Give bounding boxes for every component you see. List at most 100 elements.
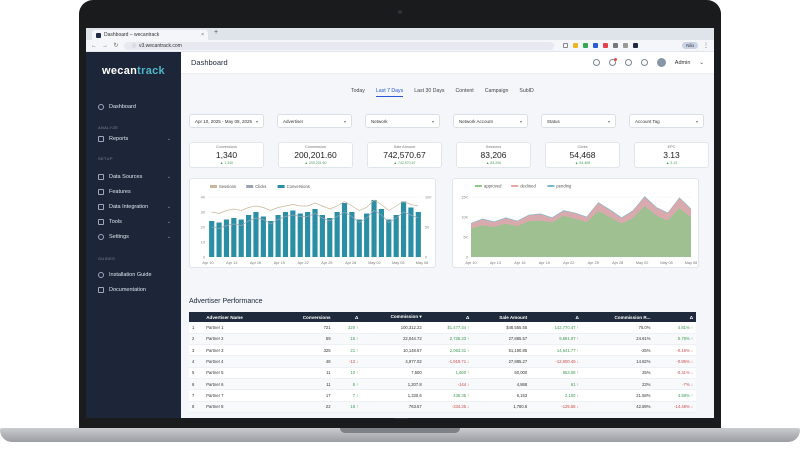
sidebar-item-documentation[interactable]: Documentation bbox=[86, 283, 181, 297]
extension-icon[interactable] bbox=[593, 43, 598, 48]
kpi-label: EPC bbox=[667, 145, 676, 149]
notification-icon[interactable] bbox=[608, 58, 617, 66]
table-cell: 763.57 bbox=[361, 401, 425, 413]
table-cell: 1,660 ↑ bbox=[424, 367, 473, 379]
bar bbox=[268, 221, 274, 257]
line-approved bbox=[470, 206, 692, 230]
network-account-select[interactable]: Network Account ▾ bbox=[453, 114, 528, 128]
sidebar-section-analyze: ANALYZE bbox=[98, 125, 119, 130]
sidebar-item-data-sources[interactable]: Data Sources ⌄ bbox=[86, 170, 181, 184]
chevron-down-icon: ▾ bbox=[343, 118, 346, 124]
extension-icon[interactable] bbox=[633, 43, 638, 48]
address-bar-row: ← → ↻ ⓘ v3.wecantrack.com Nilo ⋮ bbox=[86, 40, 714, 52]
x-tick-label: Apr 19 bbox=[539, 261, 550, 265]
settings-gear-icon[interactable] bbox=[624, 59, 632, 66]
chevron-down-icon[interactable]: ⌄ bbox=[699, 59, 704, 66]
extension-icon[interactable] bbox=[573, 43, 578, 48]
back-icon[interactable]: ← bbox=[91, 42, 97, 49]
table-row[interactable]: 4 Partner 4 48 -13 ↓ 4,977.02 -1,918.71 ↓ 27,8… bbox=[189, 355, 696, 368]
bar bbox=[297, 213, 303, 257]
tab-campaign[interactable]: Campaign bbox=[484, 88, 509, 94]
column-header[interactable]: Advertiser Name bbox=[203, 312, 276, 322]
star-icon[interactable] bbox=[563, 43, 568, 48]
sidebar-item-label: Dashboard bbox=[109, 104, 136, 110]
close-tab-icon[interactable]: × bbox=[201, 32, 204, 38]
column-header[interactable]: Δ bbox=[424, 312, 473, 322]
logo[interactable]: wecan track bbox=[86, 52, 181, 90]
column-header[interactable]: Sale Amount bbox=[472, 312, 531, 322]
kpi-label: Sessions bbox=[485, 145, 502, 149]
network-select[interactable]: Network ▾ bbox=[365, 114, 440, 128]
browser-menu-icon[interactable]: ⋮ bbox=[703, 43, 709, 49]
table-cell: 21 ↑ bbox=[333, 344, 362, 357]
column-header[interactable]: Δ bbox=[333, 312, 362, 322]
extension-icon[interactable] bbox=[603, 43, 608, 48]
tab-last-30-days[interactable]: Last 30 Days bbox=[414, 88, 445, 94]
column-header[interactable] bbox=[189, 312, 204, 322]
column-header[interactable]: Δ bbox=[653, 312, 696, 322]
column-header[interactable]: Δ bbox=[530, 312, 582, 322]
legend-label: Clicks bbox=[255, 184, 266, 189]
user-name[interactable]: Admin bbox=[674, 59, 691, 66]
tab-subid[interactable]: SubID bbox=[519, 88, 534, 94]
column-header[interactable]: Commission R... bbox=[581, 312, 654, 322]
date-range-select[interactable]: Apr 10, 2025 - May 08, 2025 ▾ bbox=[189, 114, 264, 128]
table-row[interactable]: 6 Partner 6 11 6 ↑ 1,207.8 -144 ↓ 4,868 61 ↑ 23%… bbox=[189, 378, 696, 391]
tab-last-7-days[interactable]: Last 7 Days bbox=[375, 88, 404, 97]
bar bbox=[327, 218, 333, 257]
sidebar-item-data-integration[interactable]: Data Integration ⌄ bbox=[86, 200, 181, 214]
sidebar-item-features[interactable]: Features bbox=[86, 185, 181, 199]
table-row[interactable]: 8 Partner 8 22 16 ↑ 763.57 -334.35 ↓ 1,780.6 -1… bbox=[189, 401, 696, 413]
screen: Dashboard – wecantrack × + ← → ↻ ⓘ v3.we… bbox=[86, 28, 714, 418]
sidebar-item-settings[interactable]: Settings ⌄ bbox=[86, 230, 181, 244]
x-tick-label: Apr 28 bbox=[612, 261, 623, 265]
dashboard-icon bbox=[98, 104, 104, 110]
site-info-icon[interactable]: ⓘ bbox=[132, 42, 136, 48]
table-cell: Partner 2 bbox=[203, 333, 276, 346]
table-row[interactable]: 5 Partner 5 11 10 ↑ 7,500 1,660 ↑ 50,000 653.08… bbox=[189, 367, 696, 379]
table-cell: -125.58 ↓ bbox=[530, 401, 582, 413]
laptop-notch bbox=[340, 428, 460, 433]
extension-icon[interactable] bbox=[623, 43, 628, 48]
url-input[interactable]: ⓘ v3.wecantrack.com bbox=[124, 41, 554, 50]
column-header[interactable]: Commission ▾ bbox=[361, 312, 425, 322]
bar bbox=[282, 212, 289, 257]
sidebar-item-installation-guide[interactable]: Installation Guide bbox=[86, 268, 181, 282]
tab-today[interactable]: Today bbox=[351, 88, 365, 94]
x-tick-label: Apr 10 bbox=[202, 261, 213, 265]
sidebar-item-dashboard[interactable]: Dashboard bbox=[86, 100, 181, 114]
table-row[interactable]: 3 Partner 3 325 21 ↑ 10,148.67 2,063.31 ↑ 51,1… bbox=[189, 344, 696, 357]
profile-button[interactable]: Nilo bbox=[682, 42, 698, 49]
table-row[interactable]: 7 Partner 7 17 7 ↑ 1,330.6 435.35 ↑ 6,153 2,100… bbox=[189, 389, 696, 402]
extension-icon[interactable] bbox=[613, 43, 618, 48]
y-tick-label: 50 bbox=[425, 226, 429, 230]
tab-content[interactable]: Content bbox=[455, 88, 474, 94]
avatar[interactable] bbox=[656, 58, 666, 67]
new-tab-button[interactable]: + bbox=[214, 29, 219, 36]
status-select[interactable]: Status ▾ bbox=[541, 114, 616, 128]
table-row[interactable]: 2 Partner 2 59 15 ↑ 22,044.72 2,735.33 ↑ 27,86… bbox=[189, 333, 696, 346]
table-cell: 24.61% bbox=[581, 333, 654, 346]
extension-icon[interactable] bbox=[583, 43, 588, 48]
account-tag-select[interactable]: Account Tag ▾ bbox=[629, 114, 704, 128]
notification-dot bbox=[613, 58, 617, 61]
help-icon[interactable] bbox=[640, 59, 648, 66]
table-cell: -144 ↓ bbox=[424, 378, 473, 391]
table-cell: 8 bbox=[189, 401, 204, 413]
column-header[interactable]: Conversions bbox=[275, 312, 334, 322]
sidebar-item-tools[interactable]: Tools ⌄ bbox=[86, 215, 181, 229]
advertiser-select[interactable]: Advertiser ▾ bbox=[277, 114, 352, 128]
forward-icon[interactable]: → bbox=[102, 42, 108, 49]
sidebar-item-label: Settings bbox=[109, 234, 129, 240]
search-icon[interactable] bbox=[592, 59, 600, 66]
x-tick-label: Apr 28 bbox=[345, 261, 356, 265]
table-row[interactable]: 1 Partner 1 721 320 ↑ 100,312.22 $1,477.34 ↑ $… bbox=[189, 322, 696, 334]
table-cell: 721 bbox=[275, 322, 334, 334]
table-cell: 22,044.72 bbox=[361, 333, 425, 346]
reload-icon[interactable]: ↻ bbox=[113, 43, 119, 49]
browser-tab[interactable]: Dashboard – wecantrack × bbox=[92, 30, 208, 40]
x-tick-label: May 05 bbox=[660, 261, 672, 265]
sidebar-item-reports[interactable]: Reports ⌄ bbox=[86, 132, 181, 146]
bar bbox=[364, 213, 370, 257]
